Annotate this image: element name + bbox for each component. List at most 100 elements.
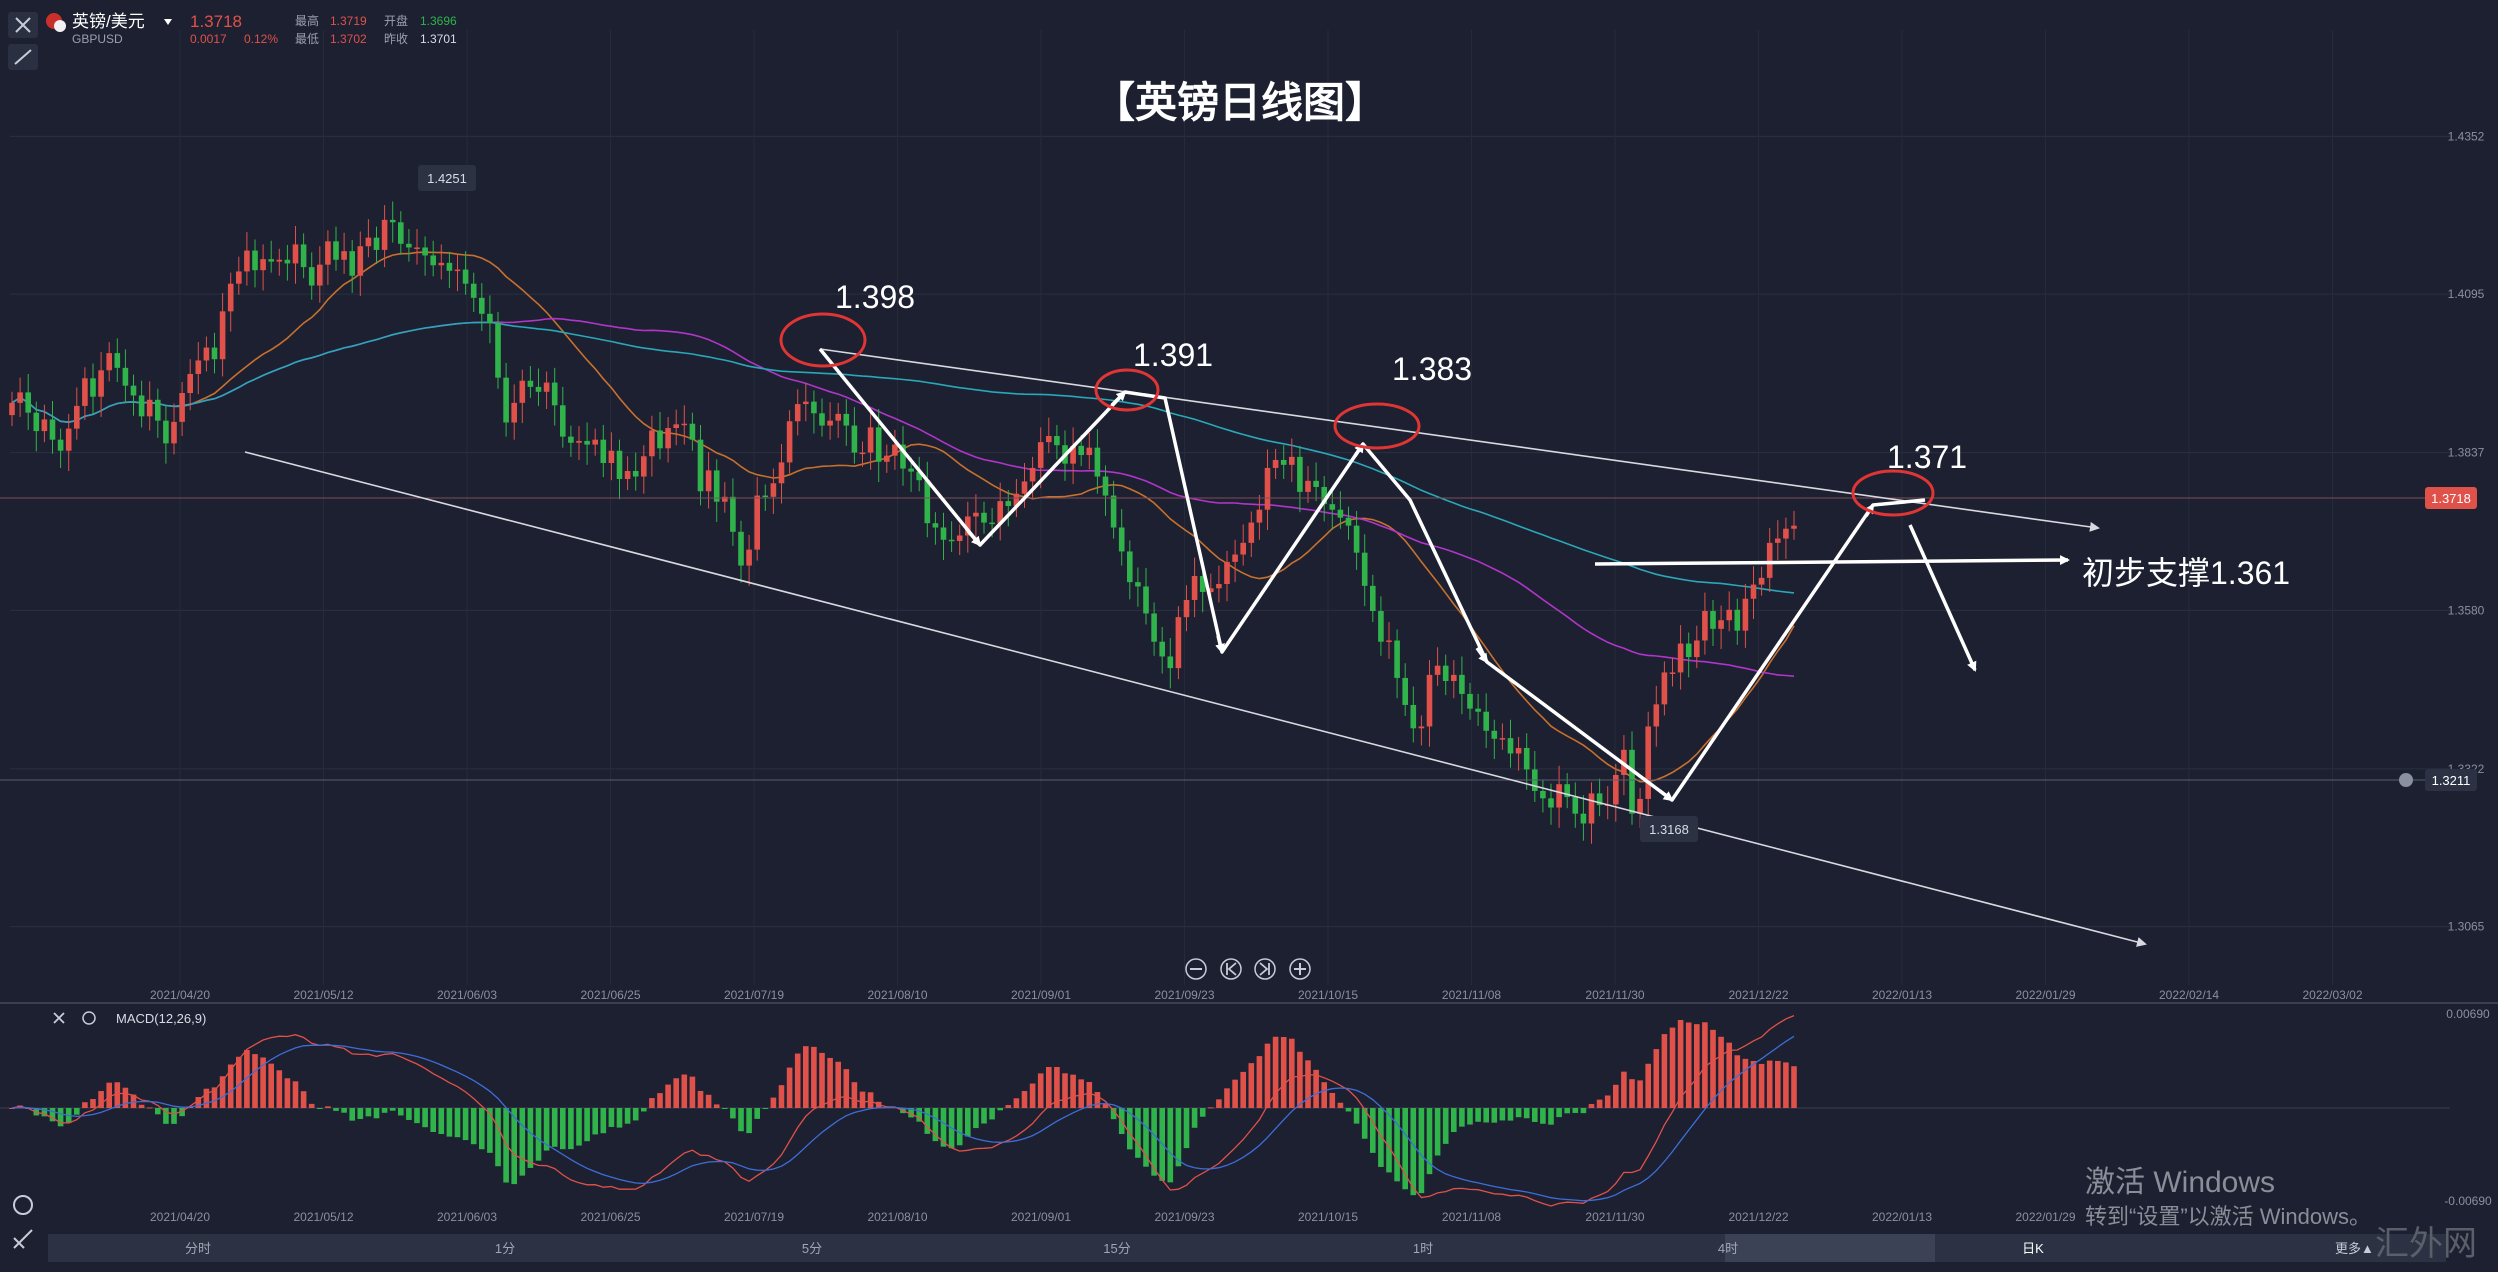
macd-bar (997, 1108, 1003, 1111)
timeframe-tab[interactable]: 1分 (495, 1241, 515, 1256)
macd-bar (495, 1108, 501, 1167)
macd-bar (357, 1108, 364, 1119)
candle-body (1127, 551, 1133, 583)
macd-bar (1078, 1079, 1084, 1108)
macd-bar (430, 1108, 436, 1133)
candle-body (673, 424, 679, 429)
jump-end-button[interactable] (1254, 958, 1276, 980)
candle-body (1370, 585, 1376, 612)
candle-body (1199, 576, 1206, 592)
alarm-bell-icon[interactable] (2399, 773, 2413, 787)
pair-name[interactable]: 英镑/美元 (72, 12, 145, 31)
candle-body (1515, 747, 1522, 754)
candle-body (1710, 611, 1716, 629)
candle-body (49, 419, 56, 440)
candle-body (519, 380, 526, 403)
candle-body (25, 392, 31, 413)
macd-bar (1637, 1080, 1643, 1108)
macd-bar (381, 1108, 388, 1113)
price-tick-label: 1.3837 (2448, 446, 2485, 460)
macd-bar (308, 1103, 315, 1108)
macd-bar (1135, 1108, 1141, 1158)
candle-body (900, 444, 906, 469)
candle-body (1232, 554, 1238, 562)
date-tick-label: 2022/03/02 (2302, 988, 2362, 1002)
macd-bar (1572, 1108, 1579, 1113)
candle-body (503, 377, 509, 423)
candle-body (689, 423, 696, 440)
macd-bar (560, 1108, 566, 1150)
candle-body (1548, 798, 1554, 808)
macd-bar (624, 1108, 631, 1124)
candle-body (1499, 738, 1506, 740)
macd-bar (705, 1094, 712, 1108)
date-tick-label: 2022/02/14 (2159, 988, 2219, 1002)
timeframe-tab[interactable]: 4时 (1718, 1241, 1738, 1256)
candle-body (908, 468, 914, 472)
macd-bar (1386, 1108, 1392, 1173)
candle-body (308, 267, 315, 286)
macd-bar (1361, 1108, 1368, 1139)
timeframe-tab[interactable]: 分时 (185, 1241, 211, 1256)
settings-icon[interactable] (13, 1195, 33, 1215)
candle-body (1353, 525, 1360, 553)
candle-body (203, 347, 210, 361)
macd-bar (1151, 1108, 1157, 1176)
candle-body (1256, 509, 1263, 523)
ruler-icon[interactable] (13, 1229, 33, 1249)
macd-bar (219, 1076, 226, 1108)
macd-date-label: 2021/06/25 (580, 1210, 640, 1224)
macd-bar (681, 1074, 688, 1108)
macd-bar (1596, 1099, 1603, 1108)
macd-bar (1491, 1108, 1498, 1123)
price-tick-label: 1.3065 (2448, 920, 2485, 934)
macd-bar (1394, 1108, 1400, 1182)
jump-start-button[interactable] (1220, 958, 1242, 980)
macd-settings-icon[interactable] (82, 1011, 96, 1025)
zoom-out-button[interactable] (1185, 958, 1207, 980)
macd-date-label: 2021/08/10 (867, 1210, 927, 1224)
high-marker-box (418, 165, 476, 191)
candle-body (430, 255, 436, 266)
candle-body (1459, 674, 1465, 694)
macd-bar (551, 1108, 558, 1147)
timeframe-tab[interactable]: 1时 (1413, 1241, 1433, 1256)
candle-body (1483, 711, 1489, 731)
macd-bar (49, 1108, 56, 1122)
chevron-down-icon[interactable] (164, 19, 172, 25)
timeframe-tab[interactable]: 日K (2022, 1241, 2044, 1256)
macd-bar (1305, 1060, 1311, 1108)
candle-body (446, 262, 453, 271)
low-value: 1.3702 (330, 32, 367, 46)
candle-body (1321, 486, 1327, 505)
candle-body (317, 264, 323, 286)
macd-bar (641, 1108, 647, 1112)
more-button[interactable]: 更多▲ (2335, 1241, 2374, 1256)
prev-close-label: 昨收 (384, 32, 408, 46)
macd-bar (973, 1108, 979, 1129)
macd-bar (155, 1108, 161, 1115)
candle-body (1653, 704, 1660, 727)
candle-body (1313, 480, 1319, 487)
macd-bar (1337, 1102, 1344, 1108)
macd-bar (414, 1108, 420, 1124)
date-tick-label: 2021/06/25 (580, 988, 640, 1002)
macd-close-icon[interactable] (53, 1012, 65, 1024)
macd-bar (438, 1108, 445, 1135)
candle-body (1613, 774, 1619, 805)
macd-bar (1459, 1108, 1465, 1127)
candle-body (1758, 577, 1765, 585)
date-tick-label: 2021/11/08 (1442, 988, 1501, 1002)
macd-bar (1191, 1108, 1198, 1128)
candle-body (1685, 643, 1692, 658)
timeframe-tab[interactable]: 15分 (1103, 1241, 1130, 1256)
candle-body (843, 413, 850, 426)
macd-bar (843, 1069, 850, 1108)
candle-body (924, 480, 931, 524)
macd-bar (1499, 1108, 1506, 1121)
timeframe-tab[interactable]: 5分 (802, 1241, 822, 1256)
zoom-in-button[interactable] (1289, 958, 1311, 980)
macd-bar (1653, 1049, 1660, 1108)
candle-body (584, 440, 590, 445)
